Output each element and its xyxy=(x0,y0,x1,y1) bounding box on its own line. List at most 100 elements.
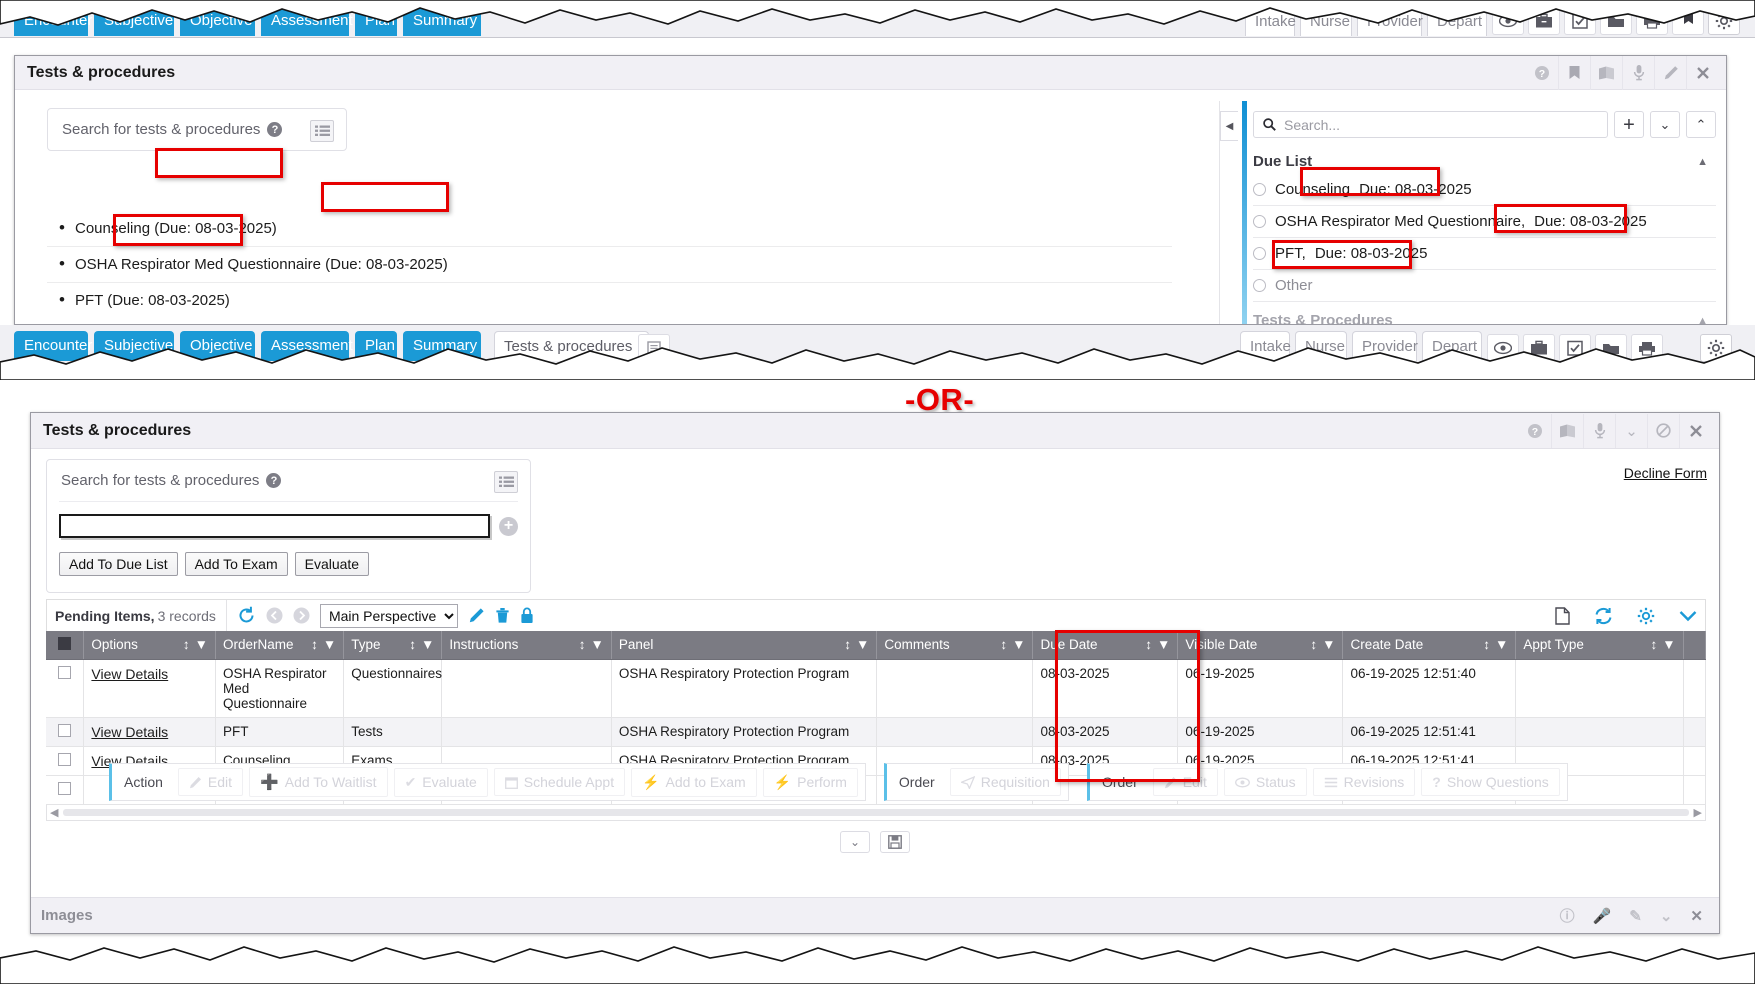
sort-icon[interactable]: ↕ xyxy=(1650,637,1658,653)
tests-procedures-group-header[interactable]: Tests & Procedures ▲ xyxy=(1253,308,1716,325)
help-icon[interactable]: ⓘ xyxy=(1559,908,1575,925)
filter-icon[interactable]: ▼ xyxy=(1322,637,1336,653)
col-appt-type[interactable]: Appt Type ↕ ▼ xyxy=(1515,631,1684,660)
evaluate-button[interactable]: Evaluate xyxy=(294,552,370,576)
help-icon[interactable]: ? xyxy=(1526,56,1558,90)
tab-summary[interactable]: Summary xyxy=(403,331,481,361)
tab-nurse[interactable]: Nurse xyxy=(1295,331,1347,361)
help-icon[interactable]: ? xyxy=(266,473,282,488)
order-status-button[interactable]: Status xyxy=(1223,768,1307,796)
tab-provider[interactable]: Provider xyxy=(1357,6,1423,36)
tab-depart[interactable]: Depart xyxy=(1422,331,1482,361)
radio-icon[interactable] xyxy=(1253,279,1266,292)
list-item[interactable]: OSHA Respirator Med Questionnaire (Due: … xyxy=(47,247,1172,283)
list-view-icon[interactable] xyxy=(494,471,518,493)
cell-options[interactable]: View Details xyxy=(83,659,216,718)
evaluate-button[interactable]: ✔ Evaluate xyxy=(393,767,488,797)
tab-encounter[interactable]: Encounter xyxy=(14,331,92,361)
chevron-double-down-icon[interactable]: ⌄ xyxy=(1650,111,1680,138)
row-checkbox-cell[interactable] xyxy=(46,659,85,718)
tab-tests-procedures[interactable]: Tests & procedures xyxy=(494,331,649,361)
add-to-exam-button[interactable]: ⚡ Add to Exam xyxy=(631,767,757,797)
briefcase-icon[interactable] xyxy=(1528,7,1560,35)
add-search-term-button[interactable]: + xyxy=(499,516,518,536)
checklist-icon[interactable] xyxy=(1564,7,1596,35)
tab-plan[interactable]: Plan xyxy=(355,6,397,36)
folder-icon[interactable] xyxy=(1595,334,1627,362)
tab-summary[interactable]: Summary xyxy=(403,6,481,36)
gear-icon[interactable] xyxy=(1708,7,1740,35)
scroll-left-icon[interactable]: ◀ xyxy=(50,807,59,819)
edit-button[interactable]: Edit xyxy=(177,768,244,796)
sort-icon[interactable]: ↕ xyxy=(409,637,417,653)
sort-icon[interactable]: ↕ xyxy=(311,637,318,653)
col-create-date[interactable]: Create Date ↕ ▼ xyxy=(1342,631,1517,660)
col-panel[interactable]: Panel ↕ ▼ xyxy=(611,631,878,660)
tab-subjective[interactable]: Subjective xyxy=(94,6,174,36)
sort-icon[interactable]: ↕ xyxy=(1000,637,1008,653)
radio-icon[interactable] xyxy=(1253,215,1266,228)
lock-icon[interactable] xyxy=(520,607,534,624)
row-checkbox[interactable] xyxy=(58,752,72,766)
row-checkbox-cell[interactable] xyxy=(46,746,85,776)
new-page-icon[interactable] xyxy=(1555,606,1570,625)
filter-icon[interactable]: ▼ xyxy=(421,637,435,653)
radio-icon[interactable] xyxy=(1253,183,1266,196)
col-instructions[interactable]: Instructions ↕ ▼ xyxy=(441,631,612,660)
tab-depart[interactable]: Depart xyxy=(1427,6,1487,36)
trash-icon[interactable] xyxy=(495,607,510,624)
decline-form-link[interactable]: Decline Form xyxy=(1623,465,1707,481)
perform-button[interactable]: ⚡ Perform xyxy=(762,767,858,797)
tab-objective[interactable]: Objective xyxy=(180,331,255,361)
book-icon[interactable] xyxy=(1590,56,1622,90)
chevron-up-icon[interactable]: ▲ xyxy=(1697,314,1708,325)
next-icon[interactable] xyxy=(293,607,310,624)
filter-icon[interactable]: ▼ xyxy=(1494,637,1509,653)
microphone-icon[interactable] xyxy=(1622,56,1654,90)
tab-provider[interactable]: Provider xyxy=(1352,331,1418,361)
list-item[interactable]: PFT (Due: 08-03-2025) xyxy=(47,283,1172,318)
row-checkbox-cell[interactable] xyxy=(46,775,85,805)
tab-plan[interactable]: Plan xyxy=(355,331,397,361)
tab-objective[interactable]: Objective xyxy=(180,6,255,36)
show-questions-button[interactable]: ? Show Questions xyxy=(1421,768,1560,796)
filter-icon[interactable]: ▼ xyxy=(194,637,208,653)
tab-intake[interactable]: Intake xyxy=(1240,331,1291,361)
tab-intake[interactable]: Intake xyxy=(1245,6,1296,36)
view-details-link[interactable]: View Details xyxy=(91,723,169,740)
sync-icon[interactable] xyxy=(1594,607,1613,625)
col-visible-date[interactable]: Visible Date ↕ ▼ xyxy=(1177,631,1344,660)
add-to-exam-button[interactable]: Add To Exam xyxy=(184,552,288,576)
filter-icon[interactable]: ▼ xyxy=(322,637,337,653)
collapse-rail-button[interactable]: ◀ xyxy=(1220,111,1238,141)
pencil-icon[interactable]: ✎ xyxy=(1629,907,1642,925)
sort-icon[interactable]: ↕ xyxy=(844,637,851,653)
select-all-checkbox[interactable] xyxy=(58,636,72,650)
pencil-icon[interactable] xyxy=(468,607,485,624)
col-comments[interactable]: Comments ↕ ▼ xyxy=(876,631,1034,660)
close-icon[interactable] xyxy=(1686,56,1718,90)
table-row[interactable]: View Details PFT Tests OSHA Respiratory … xyxy=(46,717,1707,747)
chevron-double-up-icon[interactable]: ⌃ xyxy=(1686,111,1716,138)
col-type[interactable]: Type ↕ ▼ xyxy=(343,631,443,660)
tab-encounter[interactable]: Encounter xyxy=(14,6,92,36)
filter-icon[interactable]: ▼ xyxy=(855,637,870,653)
help-icon[interactable]: ? xyxy=(1519,414,1551,448)
due-list-item[interactable]: Other xyxy=(1253,270,1716,302)
list-item[interactable]: Counseling (Due: 08-03-2025) xyxy=(47,211,1172,247)
tab-assessment[interactable]: Assessment xyxy=(261,6,353,36)
book-icon[interactable] xyxy=(1551,413,1583,448)
eye-icon[interactable] xyxy=(1492,7,1524,35)
close-icon[interactable]: ✕ xyxy=(1690,907,1703,925)
briefcase-icon[interactable] xyxy=(1523,334,1555,362)
filter-icon[interactable]: ▼ xyxy=(1012,637,1026,653)
gear-icon[interactable] xyxy=(1700,334,1732,362)
note-icon[interactable] xyxy=(638,334,670,362)
filter-icon[interactable]: ▼ xyxy=(1662,637,1676,653)
add-to-waitlist-button[interactable]: ➕ Add To Waitlist xyxy=(249,767,388,797)
folder-icon[interactable] xyxy=(1600,7,1632,35)
close-icon[interactable] xyxy=(1679,413,1711,448)
col-due-date[interactable]: Due Date ↕ ▼ xyxy=(1032,631,1179,660)
scroll-right-icon[interactable]: ▶ xyxy=(1693,807,1702,819)
filter-icon[interactable]: ▼ xyxy=(590,637,604,653)
